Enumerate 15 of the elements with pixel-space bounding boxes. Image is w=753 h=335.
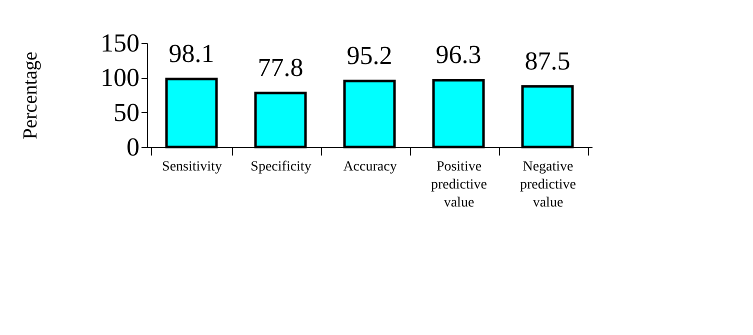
y-tick-label: 100	[100, 63, 140, 92]
x-tick-label: Positive predictive value	[431, 160, 487, 210]
x-tick-label: Sensitivity	[162, 160, 222, 174]
data-label: 77.8	[258, 53, 304, 82]
x-tick-label: Negative predictive value	[520, 160, 576, 210]
data-label: 87.5	[524, 46, 570, 76]
data-label: 96.3	[436, 40, 482, 70]
y-tick-label: 50	[114, 98, 140, 127]
x-tick-label: Accuracy	[343, 160, 397, 174]
x-tick-label: Specificity	[250, 160, 312, 174]
y-axis-title: Percentage	[20, 52, 42, 140]
data-label: 98.1	[168, 38, 214, 68]
y-tick-label: 0	[126, 132, 140, 162]
y-tick-label: 150	[100, 28, 140, 58]
data-label: 95.2	[346, 40, 392, 70]
